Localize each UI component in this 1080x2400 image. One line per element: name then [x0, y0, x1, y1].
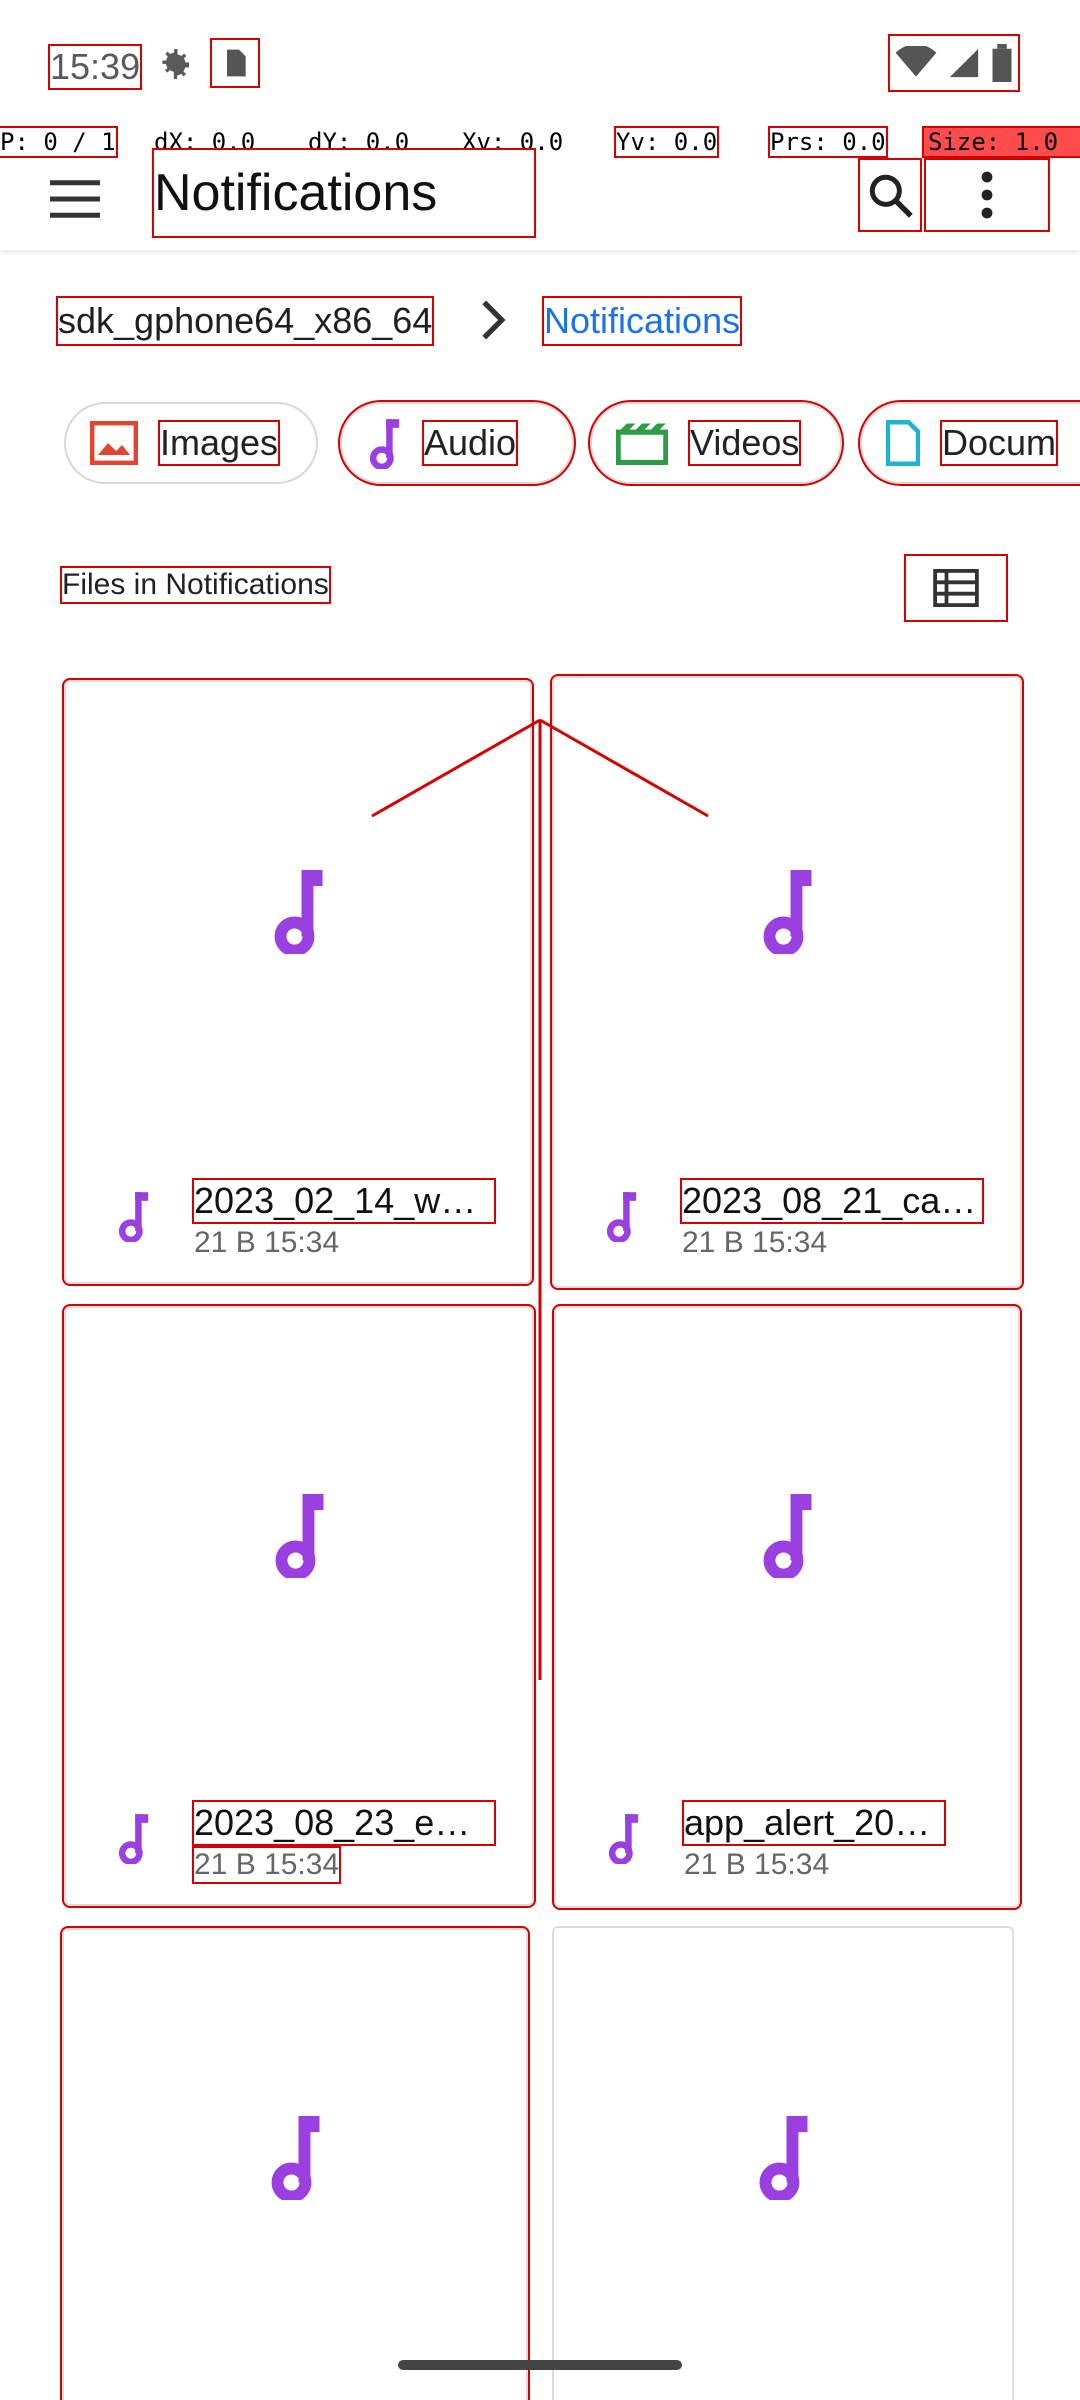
list-view-icon[interactable] [904, 554, 1008, 622]
file-date: 21 В 15:34 [682, 1226, 828, 1259]
pointer-location-overlay: P: 0 / 1 dX: 0.0 dY: 0.0 Xv: 0.0 Yv: 0.0… [0, 126, 1080, 160]
status-time: 15:39 [47, 44, 143, 90]
sd-card-icon [210, 38, 260, 88]
music-note-icon [118, 1192, 149, 1242]
page-title: Notifications [152, 148, 536, 238]
app-bar: Notifications [0, 148, 1080, 250]
settings-icon [154, 44, 194, 89]
file-date: 21 В 15:34 [684, 1848, 830, 1881]
wifi-icon [895, 46, 937, 77]
pointer-size: Size: 1.0 [922, 126, 1080, 158]
filter-chip-label: Audio [421, 420, 519, 466]
music-note-icon [274, 870, 323, 954]
music-note-icon [759, 2116, 808, 2200]
video-icon [616, 423, 668, 465]
image-icon [90, 421, 138, 465]
system-status-icons [888, 34, 1020, 92]
breadcrumb-current[interactable]: Notifications [541, 296, 743, 346]
filter-chip-audio[interactable]: Audio [338, 400, 576, 486]
filter-chip-documents[interactable]: Docum [858, 400, 1080, 486]
file-card[interactable]: 2023_08_23_em… 21 В 15:34 [62, 1304, 536, 1908]
filter-chip-images[interactable]: Images [64, 402, 318, 484]
signal-icon [949, 48, 979, 78]
pointer-dx: dX: 0.0 [154, 128, 256, 156]
breadcrumb-root[interactable]: sdk_gphone64_x86_64 [55, 296, 435, 346]
file-date: 21 В 15:34 [191, 1846, 342, 1884]
pointer-pressure: Prs: 0.0 [768, 126, 888, 158]
filter-chip-label: Images [157, 420, 281, 466]
file-card[interactable]: 2023_08_21_cal… 21 В 15:34 [550, 674, 1024, 1290]
music-note-icon [369, 419, 400, 469]
music-note-icon [606, 1192, 637, 1242]
file-date: 21 В 15:34 [194, 1226, 340, 1259]
file-card[interactable] [60, 1926, 530, 2400]
filter-chip-label: Videos [687, 420, 802, 466]
menu-icon[interactable] [40, 164, 110, 234]
pointer-count: P: 0 / 1 [0, 126, 118, 158]
pointer-xv: Xv: 0.0 [462, 128, 564, 156]
filter-chip-label: Docum [939, 420, 1059, 466]
gesture-nav-handle[interactable] [398, 2360, 682, 2370]
chevron-right-icon [478, 298, 508, 347]
file-card[interactable] [552, 1926, 1014, 2400]
music-note-icon [763, 1494, 812, 1578]
search-icon[interactable] [858, 158, 922, 232]
music-note-icon [275, 1494, 324, 1578]
section-title: Files in Notifications [60, 566, 331, 604]
music-note-icon [118, 1814, 149, 1864]
filter-chip-videos[interactable]: Videos [588, 400, 844, 486]
file-card[interactable]: app_alert_2023_… 21 В 15:34 [552, 1304, 1022, 1910]
pointer-yv: Yv: 0.0 [613, 126, 720, 158]
document-icon [886, 419, 920, 467]
overflow-menu-icon[interactable] [924, 158, 1050, 232]
music-note-icon [763, 870, 812, 954]
pointer-dy: dY: 0.0 [308, 128, 410, 156]
music-note-icon [271, 2116, 320, 2200]
file-card[interactable]: 2023_02_14_we… 21 В 15:34 [62, 678, 534, 1286]
battery-icon [992, 44, 1012, 82]
music-note-icon [608, 1814, 639, 1864]
